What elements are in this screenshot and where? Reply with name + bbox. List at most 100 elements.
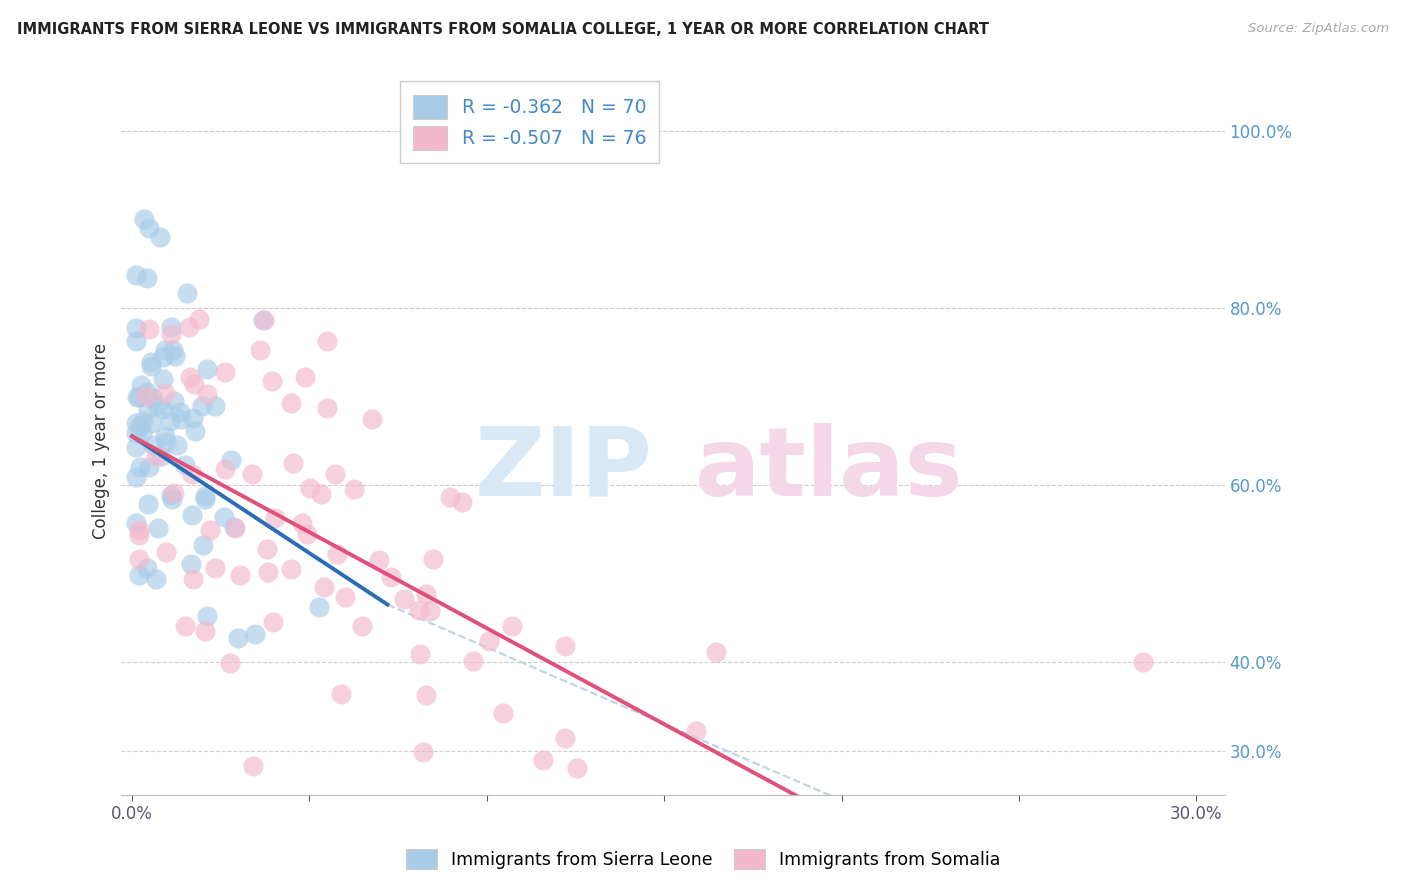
Point: [240, 467, 263, 482]
Point: [280, 562, 302, 576]
Point: [214, 462, 236, 476]
Point: [138, 459, 160, 474]
Point: [204, 399, 226, 413]
Point: [174, 619, 197, 633]
Point: [139, 355, 162, 369]
Point: [415, 689, 437, 703]
Point: [193, 538, 215, 552]
Point: [181, 572, 204, 586]
Point: [194, 491, 217, 506]
Point: [409, 647, 432, 661]
Point: [181, 410, 204, 425]
Point: [451, 494, 474, 508]
Point: [212, 510, 235, 524]
Point: [155, 385, 177, 400]
Point: [242, 759, 264, 773]
Point: [326, 547, 349, 561]
Point: [128, 551, 150, 566]
Point: [565, 762, 588, 776]
Point: [298, 481, 321, 495]
Text: atlas: atlas: [695, 423, 963, 516]
Point: [160, 487, 183, 501]
Point: [128, 527, 150, 541]
Point: [228, 632, 250, 646]
Point: [439, 490, 461, 504]
Point: [392, 592, 415, 607]
Point: [128, 459, 150, 474]
Point: [368, 553, 391, 567]
Point: [124, 440, 146, 454]
Point: [195, 361, 218, 376]
Point: [229, 567, 252, 582]
Point: [412, 746, 434, 760]
Point: [256, 565, 278, 579]
Point: [124, 470, 146, 484]
Point: [195, 608, 218, 623]
Point: [343, 482, 366, 496]
Point: [138, 220, 160, 235]
Point: [180, 467, 202, 481]
Point: [224, 521, 246, 535]
Point: [243, 627, 266, 641]
Point: [125, 425, 148, 440]
Point: [145, 449, 167, 463]
Point: [174, 458, 197, 472]
Point: [315, 401, 337, 416]
Point: [129, 418, 152, 433]
Point: [124, 416, 146, 430]
Point: [124, 516, 146, 531]
Point: [136, 561, 159, 575]
Point: [162, 343, 184, 357]
Point: [180, 557, 202, 571]
Point: [176, 285, 198, 300]
Point: [461, 654, 484, 668]
Point: [141, 416, 163, 430]
Point: [131, 378, 153, 392]
Point: [501, 618, 523, 632]
Point: [333, 590, 356, 604]
Point: [350, 618, 373, 632]
Point: [294, 370, 316, 384]
Point: [145, 572, 167, 586]
Point: [163, 486, 186, 500]
Point: [256, 542, 278, 557]
Point: [128, 390, 150, 404]
Point: [127, 390, 149, 404]
Y-axis label: College, 1 year or more: College, 1 year or more: [93, 343, 110, 539]
Point: [408, 603, 430, 617]
Point: [128, 523, 150, 537]
Point: [163, 350, 186, 364]
Point: [419, 604, 441, 618]
Point: [152, 372, 174, 386]
Point: [138, 322, 160, 336]
Point: [138, 401, 160, 416]
Point: [135, 389, 157, 403]
Point: [309, 486, 332, 500]
Point: [295, 527, 318, 541]
Point: [314, 580, 336, 594]
Point: [195, 387, 218, 401]
Point: [315, 334, 337, 348]
Text: IMMIGRANTS FROM SIERRA LEONE VS IMMIGRANTS FROM SOMALIA COLLEGE, 1 YEAR OR MORE : IMMIGRANTS FROM SIERRA LEONE VS IMMIGRAN…: [17, 22, 988, 37]
Point: [194, 624, 217, 638]
Point: [169, 405, 191, 419]
Point: [153, 343, 176, 357]
Point: [280, 396, 302, 410]
Point: [281, 457, 304, 471]
Point: [134, 212, 156, 227]
Point: [149, 230, 172, 244]
Point: [260, 374, 283, 388]
Text: Source: ZipAtlas.com: Source: ZipAtlas.com: [1249, 22, 1389, 36]
Point: [179, 320, 201, 334]
Point: [554, 731, 576, 745]
Point: [291, 516, 314, 530]
Point: [704, 645, 727, 659]
Point: [204, 561, 226, 575]
Point: [163, 393, 186, 408]
Point: [492, 706, 515, 720]
Point: [152, 401, 174, 416]
Point: [308, 599, 330, 614]
Point: [249, 343, 271, 358]
Point: [214, 365, 236, 379]
Point: [131, 426, 153, 441]
